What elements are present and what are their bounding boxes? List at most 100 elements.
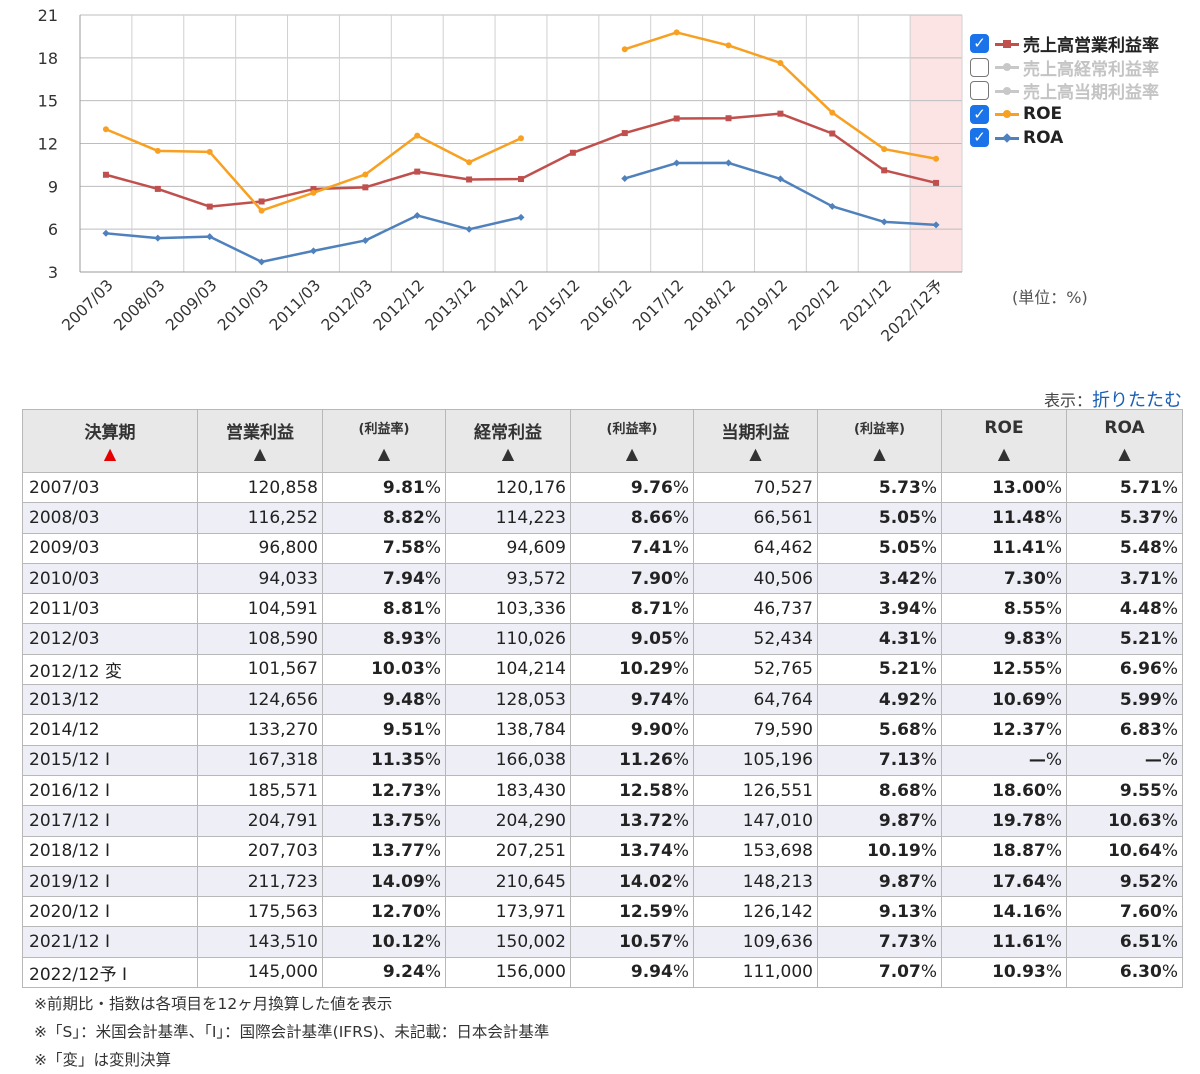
- rate-value: 10.03: [371, 659, 425, 680]
- percent-sign: %: [1161, 507, 1178, 528]
- column-header[interactable]: ROA ▲: [1066, 409, 1183, 473]
- column-header-label: 当期利益: [721, 423, 790, 443]
- data-point-operating-margin: [777, 110, 784, 117]
- percent-sign: %: [1045, 629, 1062, 650]
- rate-value: 4.92: [878, 689, 921, 710]
- checkbox-checked-icon[interactable]: ✓: [970, 34, 989, 54]
- rate-value: 11.26: [619, 750, 673, 771]
- rate-cell: 11.48%: [941, 502, 1067, 534]
- percent-sign: %: [1161, 538, 1178, 559]
- value-cell: 52,434: [693, 623, 818, 655]
- percent-sign: %: [1161, 477, 1178, 498]
- data-point-roa: [154, 234, 162, 242]
- rate-value: 9.87: [878, 871, 921, 892]
- column-header[interactable]: 当期利益 ▲: [693, 409, 818, 473]
- percent-sign: %: [1045, 780, 1062, 801]
- value-cell: 156,000: [445, 956, 571, 989]
- column-header[interactable]: 決算期 ▲: [22, 409, 198, 473]
- rate-value: —: [1144, 750, 1162, 771]
- rate-cell: 10.69%: [941, 684, 1067, 716]
- rate-value: 13.00: [992, 477, 1046, 498]
- rate-value: 9.48: [382, 689, 425, 710]
- legend-swatch: [995, 132, 1019, 144]
- data-point-roe: [466, 159, 473, 166]
- percent-sign: %: [920, 780, 937, 801]
- rate-cell: 7.30%: [941, 562, 1067, 595]
- rate-value: 14.02: [619, 871, 673, 892]
- rate-cell: 13.74%: [570, 835, 694, 867]
- column-header[interactable]: (利益率) ▲: [570, 409, 694, 473]
- x-tick-label: 2019/12: [733, 276, 791, 334]
- rate-cell: 3.94%: [817, 593, 942, 625]
- rate-value: 10.93: [992, 962, 1046, 983]
- collapse-link[interactable]: 折りたたむ: [1092, 390, 1182, 411]
- rate-cell: 14.16%: [941, 896, 1067, 928]
- legend-swatch: [995, 85, 1019, 97]
- percent-sign: %: [1045, 962, 1062, 983]
- column-header[interactable]: 経常利益 ▲: [445, 409, 571, 473]
- data-point-roe: [102, 126, 109, 133]
- sort-arrow-icon[interactable]: ▲: [253, 444, 267, 463]
- value-cell: 116,252: [197, 502, 323, 534]
- sort-arrow-icon[interactable]: ▲: [501, 444, 515, 463]
- rate-cell: 9.52%: [1066, 865, 1183, 898]
- percent-sign: %: [424, 841, 441, 862]
- rate-value: 9.83: [1003, 629, 1046, 650]
- column-header[interactable]: ROE ▲: [941, 409, 1067, 473]
- checkbox-checked-icon[interactable]: ✓: [970, 104, 989, 124]
- data-point-roe: [258, 207, 265, 214]
- data-point-operating-margin: [933, 179, 940, 186]
- rate-cell: —%: [941, 744, 1067, 776]
- period-cell: 2015/12 I: [22, 744, 198, 776]
- table-row: 2019/12 I 211,723 14.09% 210,645 14.02% 148,2…: [22, 865, 1183, 898]
- value-cell: 40,506: [693, 562, 818, 595]
- checkbox-unchecked-icon[interactable]: [970, 81, 989, 101]
- value-cell: 133,270: [197, 714, 323, 746]
- sort-arrow-icon[interactable]: ▲: [377, 444, 391, 463]
- rate-cell: 7.58%: [322, 532, 446, 564]
- column-header-label: ROE: [984, 418, 1024, 438]
- rate-value: 3.42: [878, 568, 921, 589]
- column-header[interactable]: 営業利益 ▲: [197, 409, 323, 473]
- table-header-row: 決算期 ▲ 営業利益 ▲ (利益率) ▲ 経常利益 ▲ (利益率) ▲ 当期利益 ▲ (利益率) ▲ ROE…: [22, 409, 1183, 473]
- percent-sign: %: [920, 659, 937, 680]
- table-body: 2007/03 120,858 9.81% 120,176 9.76% 70,527 5.7…: [22, 471, 1183, 989]
- checkbox-unchecked-icon[interactable]: [970, 57, 989, 77]
- table-row: 2007/03 120,858 9.81% 120,176 9.76% 70,527 5.7…: [22, 471, 1183, 504]
- rate-cell: 8.81%: [322, 593, 446, 625]
- column-header[interactable]: (利益率) ▲: [817, 409, 942, 473]
- rate-value: 12.73: [371, 780, 425, 801]
- sort-arrow-icon[interactable]: ▲: [103, 444, 117, 463]
- rate-value: 9.87: [878, 810, 921, 831]
- rate-cell: 12.59%: [570, 896, 694, 928]
- rate-value: 7.60: [1119, 901, 1162, 922]
- percent-sign: %: [920, 841, 937, 862]
- percent-sign: %: [424, 568, 441, 589]
- sort-arrow-icon[interactable]: ▲: [873, 444, 886, 463]
- rate-value: —: [1028, 750, 1046, 771]
- percent-sign: %: [672, 780, 689, 801]
- rate-cell: 13.00%: [941, 471, 1067, 504]
- percent-sign: %: [920, 629, 937, 650]
- data-point-operating-margin: [258, 198, 265, 205]
- data-point-roa: [413, 211, 421, 219]
- sort-arrow-icon[interactable]: ▲: [625, 444, 639, 463]
- sort-arrow-icon[interactable]: ▲: [1118, 444, 1131, 463]
- sort-arrow-icon[interactable]: ▲: [997, 444, 1011, 463]
- rate-cell: 7.94%: [322, 562, 446, 595]
- column-header[interactable]: (利益率) ▲: [322, 409, 446, 473]
- checkbox-checked-icon[interactable]: ✓: [970, 128, 989, 148]
- sort-arrow-icon[interactable]: ▲: [749, 444, 762, 463]
- x-tick-label: 2018/12: [681, 276, 739, 334]
- data-point-operating-margin: [362, 184, 369, 191]
- rate-value: 9.90: [630, 720, 673, 741]
- percent-sign: %: [1045, 538, 1062, 559]
- percent-sign: %: [672, 720, 689, 741]
- rate-cell: 10.63%: [1066, 805, 1183, 837]
- rate-cell: 7.07%: [817, 956, 942, 989]
- rate-cell: 7.41%: [570, 532, 694, 564]
- rate-value: 11.48: [992, 507, 1046, 528]
- rate-cell: 9.05%: [570, 623, 694, 655]
- percent-sign: %: [672, 659, 689, 680]
- rate-cell: 9.90%: [570, 714, 694, 746]
